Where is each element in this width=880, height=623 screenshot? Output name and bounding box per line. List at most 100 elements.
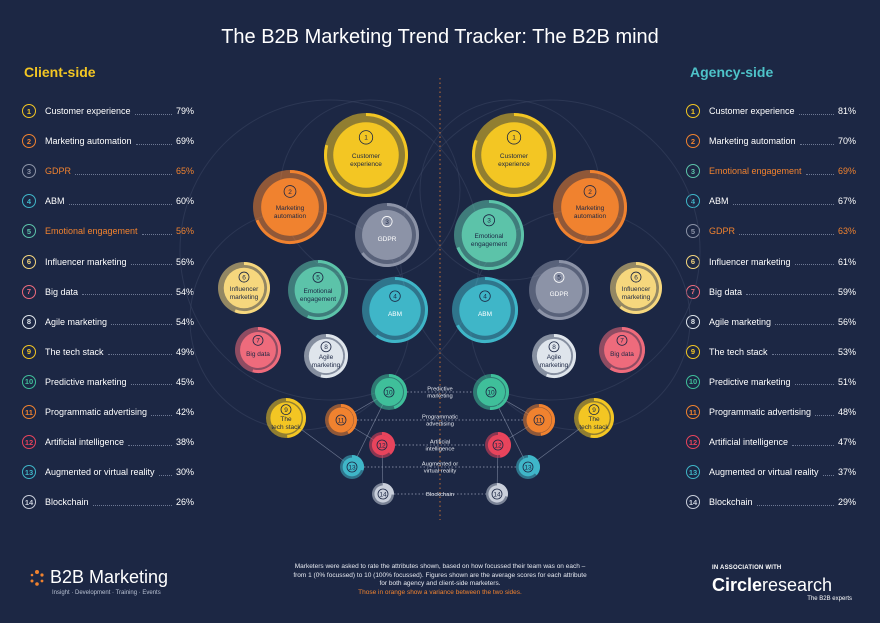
- bubble-client-11: [328, 407, 354, 433]
- bubble-score-arc: [382, 483, 394, 495]
- bubble-label: automation: [274, 213, 307, 220]
- bubble-label: GDPR: [550, 291, 569, 298]
- client-row-4: 4 ABM 60%: [22, 193, 194, 209]
- attribute-score: 67%: [837, 196, 856, 207]
- bubble-number: 6: [634, 274, 638, 281]
- rank-badge: 9: [22, 344, 36, 359]
- bubble-agency-3: [461, 207, 517, 263]
- bubble-client-4: [369, 284, 421, 336]
- bubble-number-ring: [381, 216, 393, 228]
- center-label: virtual reality: [424, 469, 457, 475]
- footnote: Marketers were asked to rate the attribu…: [290, 563, 590, 597]
- bubble-number-ring: [383, 386, 395, 398]
- dotted-leader: [794, 378, 834, 386]
- bubble-number: 10: [385, 389, 393, 396]
- center-label: Programmatic: [422, 415, 458, 421]
- bubble-number-ring: [548, 341, 560, 353]
- attribute-label: Artificial intelligence: [709, 437, 789, 448]
- attribute-score: 42%: [175, 407, 194, 417]
- bubble-number: 14: [379, 491, 387, 498]
- bubble-number: 11: [536, 417, 543, 424]
- bubble-number-ring: [533, 414, 545, 426]
- rank-badge: 8: [22, 314, 36, 329]
- bubble-score-arc: [497, 432, 511, 458]
- agency-row-10: 10 Predictive marketing 51%: [686, 374, 856, 390]
- dotted-leader: [822, 469, 834, 476]
- client-row-9: 9 The tech stack 49%: [22, 344, 194, 360]
- dotted-leader: [130, 378, 172, 386]
- bubble-number: 3: [385, 219, 389, 226]
- bubble-score-arc: [619, 262, 662, 314]
- bubble-client-9: [270, 402, 302, 434]
- rank-badge: 10: [22, 374, 36, 389]
- bubble-number-ring: [588, 404, 600, 416]
- bubble-agency-1: [481, 122, 547, 188]
- bubble-number-ring: [492, 439, 504, 451]
- attribute-label: Augmented or virtual reality: [45, 467, 155, 478]
- bubble-score-arc: [456, 200, 524, 270]
- bubble-number-ring: [238, 271, 250, 283]
- rank-badge: 2: [686, 134, 700, 149]
- bubble-label: Customer: [352, 153, 381, 160]
- rank-badge: 11: [686, 405, 700, 419]
- agency-row-12: 12 Artificial intelligence 47%: [686, 434, 856, 450]
- circle-research-logo: IN ASSOCIATION WITH Circleresearch The B…: [712, 565, 852, 602]
- bubble-number: 1: [364, 135, 368, 142]
- association-text: IN ASSOCIATION WITH: [712, 565, 782, 571]
- bubble-score-arc: [472, 113, 556, 197]
- bubble-label: engagement: [471, 241, 507, 248]
- page-title: The B2B Marketing Trend Tracker: The B2B…: [221, 26, 659, 48]
- bubble-number: 12: [494, 442, 502, 449]
- attribute-score: 56%: [837, 316, 856, 327]
- bubble-score-arc: [545, 334, 576, 378]
- attribute-label: Agile marketing: [709, 316, 772, 327]
- b2b-logo-tagline: Insight · Development · Training · Event…: [52, 590, 161, 596]
- attribute-label: Emotional engagement: [45, 226, 138, 237]
- agency-row-8: 8 Agile marketing 56%: [686, 314, 856, 330]
- bubble-label: Influencer: [622, 286, 651, 293]
- rank-badge: 8: [686, 314, 700, 329]
- bubble-score-arc: [361, 203, 419, 267]
- bubble-label: GDPR: [378, 236, 397, 243]
- client-row-11: 11 Programmatic advertising 42%: [22, 404, 194, 420]
- attribute-score: 38%: [175, 437, 194, 448]
- agency-row-1: 1 Customer experience 81%: [686, 103, 856, 119]
- bubble-number: 9: [284, 407, 288, 414]
- bubble-number: 3: [487, 218, 491, 225]
- bubble-agency-9: [578, 402, 610, 434]
- client-row-14: 14 Blockchain 26%: [22, 494, 194, 510]
- dotted-leader: [82, 288, 172, 296]
- attribute-label: Programmatic advertising: [709, 407, 812, 417]
- center-label: Blockchain: [426, 492, 454, 498]
- bubble-score-arc: [456, 277, 518, 343]
- bubble-agency-13: [518, 457, 538, 477]
- attribute-score: 61%: [837, 256, 856, 267]
- bubble-number: 5: [557, 275, 561, 282]
- dotted-leader: [746, 288, 834, 296]
- bubble-number-ring: [522, 461, 534, 473]
- rank-badge: 1: [686, 104, 700, 118]
- rank-badge: 3: [22, 164, 36, 179]
- brand-research: research: [762, 575, 833, 595]
- bubble-score-arc: [375, 277, 428, 343]
- bubble-number-ring: [377, 488, 389, 500]
- b2b-marketing-logo: B2B Marketing Insight · Development · Tr…: [28, 567, 168, 596]
- bubble-score-arc: [496, 483, 508, 497]
- dotted-leader: [151, 409, 172, 416]
- attribute-score: 30%: [175, 467, 194, 478]
- bubble-number-ring: [506, 130, 522, 145]
- bubble-score-arc: [351, 455, 364, 471]
- attribute-label: ABM: [709, 196, 729, 207]
- bubble-number-ring: [376, 439, 388, 451]
- attribute-label: Predictive marketing: [45, 376, 127, 387]
- attribute-score: 70%: [837, 136, 856, 147]
- center-label: advertising: [426, 422, 454, 428]
- attribute-label: Influencer marketing: [45, 256, 127, 267]
- attribute-score: 54%: [175, 316, 194, 327]
- bubble-number: 6: [242, 274, 246, 281]
- center-label: Augmented or: [422, 462, 458, 468]
- attribute-score: 26%: [175, 497, 194, 508]
- center-label: Artificial: [430, 440, 450, 446]
- bubble-client-12: [371, 434, 393, 456]
- bubble-score-arc: [234, 262, 270, 314]
